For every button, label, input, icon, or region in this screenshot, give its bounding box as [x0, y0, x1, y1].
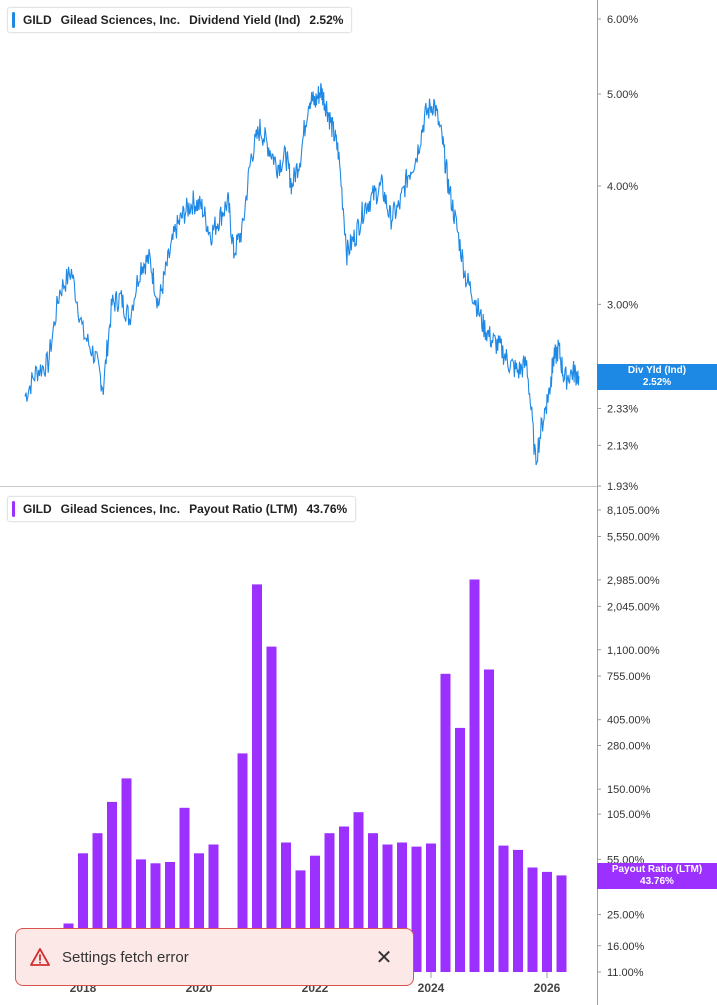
payout-bar: [252, 584, 262, 972]
payout-bar: [426, 843, 436, 972]
payout-bar: [107, 801, 117, 972]
legend-ticker: GILD: [23, 13, 52, 27]
y-tick-label: 6.00%: [607, 14, 638, 26]
legend-company: Gilead Sciences, Inc.: [60, 13, 181, 27]
payout-bar: [194, 853, 204, 972]
y-tick-label: 2,985.00%: [607, 575, 660, 587]
y-tick-label: 8,105.00%: [607, 505, 660, 517]
x-tick-label: 2024: [418, 981, 445, 995]
payout-bar: [382, 844, 393, 972]
payout-bar: [469, 579, 480, 972]
payout-bar: [208, 844, 219, 972]
tag-value: 43.76%: [640, 876, 674, 887]
error-toast: Settings fetch error ✕: [15, 928, 414, 986]
dividend-yield-price-tag: Div Yld (Ind) 2.52%: [597, 364, 717, 390]
y-tick-label: 4.00%: [607, 181, 638, 193]
payout-bar: [150, 863, 161, 972]
payout-bar: [121, 778, 132, 972]
tag-label: Div Yld (Ind): [627, 365, 687, 376]
payout-bar: [513, 849, 523, 972]
y-tick-label: 2.33%: [607, 403, 638, 415]
payout-bar: [411, 846, 422, 972]
series-color-swatch: [12, 12, 15, 28]
legend-value: 43.76%: [306, 502, 348, 516]
legend-metric: Dividend Yield (Ind): [189, 13, 301, 27]
payout-bar: [339, 826, 349, 972]
y-tick-label: 2,045.00%: [607, 601, 660, 613]
toast-message: Settings fetch error: [62, 948, 189, 966]
payout-bar: [310, 855, 320, 972]
y-tick-label: 16.00%: [607, 941, 645, 953]
tag-label: Payout Ratio (LTM): [611, 864, 703, 875]
y-tick-label: 5,550.00%: [607, 531, 660, 543]
legend-value: 2.52%: [309, 13, 344, 27]
y-tick-label: 405.00%: [607, 715, 651, 727]
payout-ratio-price-tag: Payout Ratio (LTM) 43.76%: [597, 863, 717, 889]
payout-bar: [498, 845, 509, 972]
payout-bar: [179, 807, 190, 972]
dividend-yield-line: [24, 83, 580, 466]
payout-bar: [136, 859, 146, 972]
tag-value: 2.52%: [642, 377, 672, 388]
payout-bar: [165, 862, 175, 972]
y-tick-label: 1,100.00%: [607, 645, 660, 657]
legend-ticker: GILD: [23, 502, 52, 516]
payout-bar: [484, 669, 494, 972]
x-tick-label: 2026: [534, 981, 561, 995]
payout-bar: [78, 853, 88, 972]
payout-bar: [295, 870, 306, 972]
legend-company: Gilead Sciences, Inc.: [60, 502, 181, 516]
y-tick-label: 1.93%: [607, 481, 638, 493]
y-tick-label: 3.00%: [607, 299, 638, 311]
payout-bar: [368, 833, 378, 972]
legend-dividend-yield[interactable]: GILD Gilead Sciences, Inc. Dividend Yiel…: [7, 7, 353, 33]
payout-bar: [92, 833, 103, 972]
warning-triangle-icon: [30, 948, 50, 966]
y-tick-label: 11.00%: [607, 967, 644, 979]
payout-bar: [237, 753, 248, 972]
payout-bar: [542, 871, 552, 972]
payout-bar: [353, 812, 364, 972]
payout-bar: [397, 842, 407, 972]
payout-bar: [266, 646, 277, 972]
payout-bar: [324, 833, 335, 972]
y-tick-label: 5.00%: [607, 89, 638, 101]
y-tick-label: 105.00%: [607, 809, 651, 821]
y-tick-label: 150.00%: [607, 784, 651, 796]
payout-bar: [440, 673, 451, 972]
payout-bar: [455, 727, 465, 972]
payout-bar: [527, 867, 538, 972]
close-icon[interactable]: ✕: [375, 946, 393, 969]
payout-bar: [556, 875, 567, 972]
y-tick-label: 280.00%: [607, 740, 651, 752]
y-tick-label: 755.00%: [607, 671, 651, 683]
series-color-swatch: [12, 501, 15, 517]
y-tick-label: 25.00%: [607, 910, 645, 922]
legend-metric: Payout Ratio (LTM): [189, 502, 298, 516]
legend-payout-ratio[interactable]: GILD Gilead Sciences, Inc. Payout Ratio …: [7, 496, 357, 522]
payout-bar: [281, 842, 291, 972]
y-tick-label: 2.13%: [607, 440, 638, 452]
